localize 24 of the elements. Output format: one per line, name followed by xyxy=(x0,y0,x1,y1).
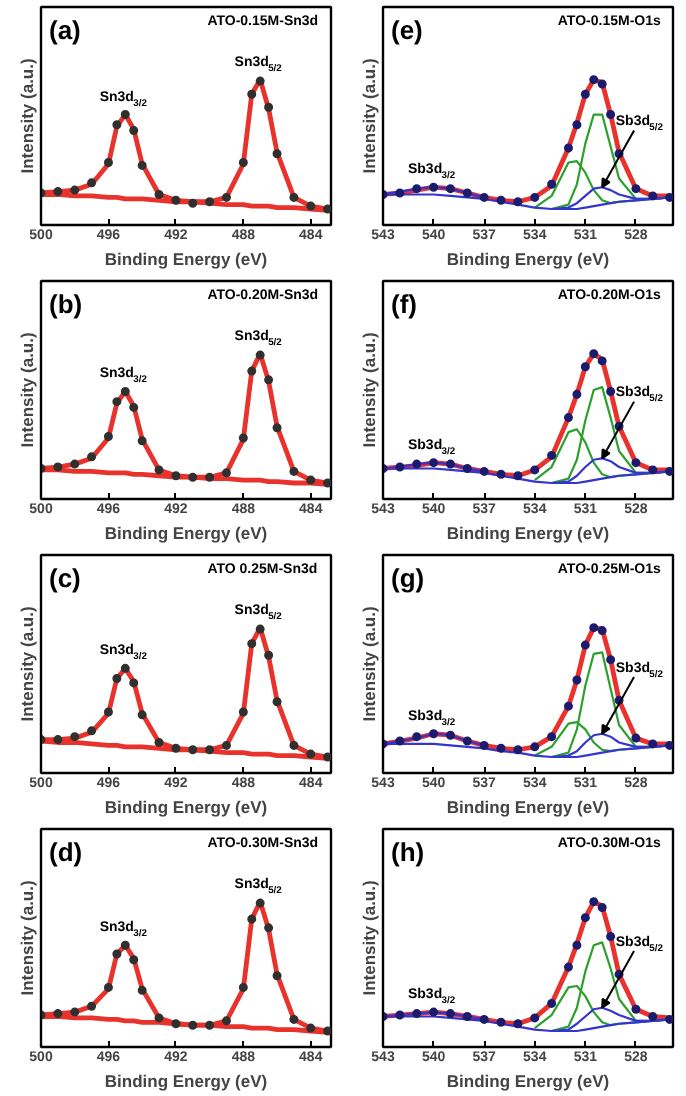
x-axis-title: Binding Energy (eV) xyxy=(104,1071,268,1091)
x-axis-title: Binding Energy (eV) xyxy=(104,797,268,817)
text: (e) xyxy=(391,15,423,45)
text: (h) xyxy=(391,837,425,867)
y-axis-title: Intensity (a.u.) xyxy=(359,332,379,448)
text: (f) xyxy=(391,289,417,319)
y-axis-title: Intensity (a.u.) xyxy=(17,606,37,722)
y-axis-title: Intensity (a.u.) xyxy=(17,332,37,448)
x-axis-title: Binding Energy (eV) xyxy=(104,249,268,269)
y-axis-title: Intensity (a.u.) xyxy=(359,606,379,722)
x-axis-title: Binding Energy (eV) xyxy=(104,523,268,543)
y-axis-title: Intensity (a.u.) xyxy=(17,58,37,174)
text: (d) xyxy=(49,837,83,867)
y-axis-title: Intensity (a.u.) xyxy=(359,58,379,174)
y-axis-title: Intensity (a.u.) xyxy=(359,880,379,996)
text: (g) xyxy=(391,563,425,593)
x-axis-title: Binding Energy (eV) xyxy=(446,797,610,817)
x-axis-title: Binding Energy (eV) xyxy=(446,523,610,543)
text: (b) xyxy=(49,289,83,319)
text: (a) xyxy=(49,15,81,45)
x-axis-title: Binding Energy (eV) xyxy=(446,249,610,269)
y-axis-title: Intensity (a.u.) xyxy=(17,880,37,996)
x-axis-title: Binding Energy (eV) xyxy=(446,1071,610,1091)
text: (c) xyxy=(49,563,81,593)
